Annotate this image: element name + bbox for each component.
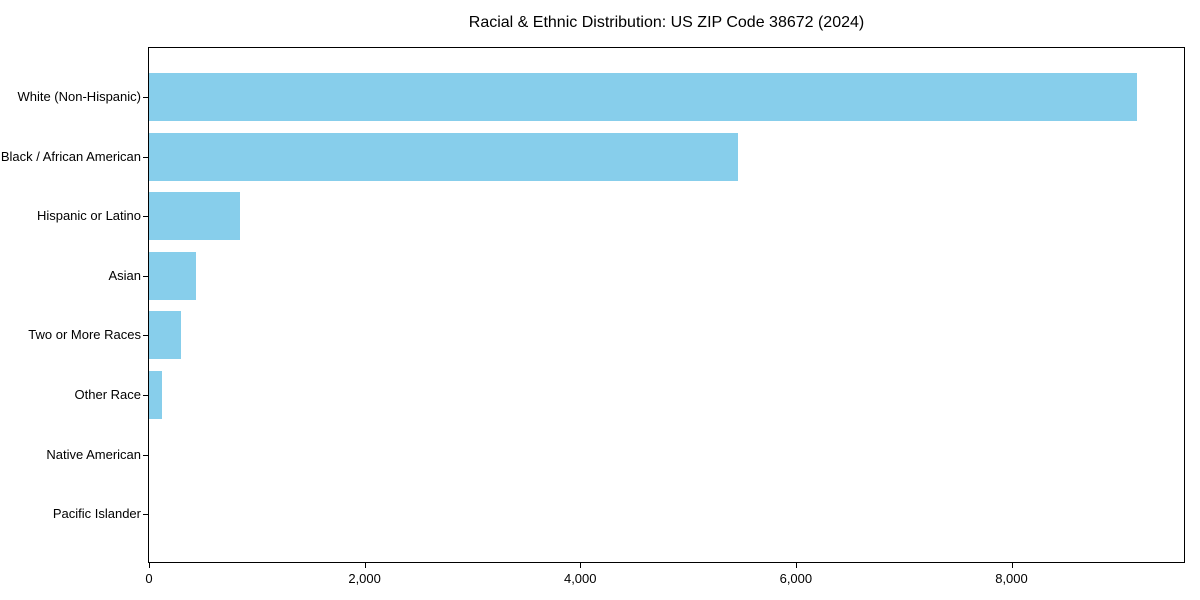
y-tick-mark <box>143 97 148 98</box>
x-tick-label: 6,000 <box>779 571 813 586</box>
y-tick-label: Black / African American <box>0 148 141 164</box>
x-tick-label: 0 <box>145 571 153 586</box>
y-tick-mark <box>143 216 148 218</box>
y-tick-label: Other Race <box>74 387 141 402</box>
x-tick-label: 8,000 <box>995 571 1028 586</box>
y-tick-label: White (Non-Hispanic) <box>17 89 141 104</box>
chart-title: Racial & Ethnic Distribution: US ZIP Cod… <box>468 14 865 31</box>
y-tick-label: Pacific Islander <box>52 506 141 522</box>
plot-area <box>148 47 1185 563</box>
x-tick-mark <box>364 563 366 568</box>
y-tick-label: Native American <box>46 446 141 462</box>
bar <box>149 192 240 241</box>
y-tick-mark <box>143 395 148 396</box>
x-tick-mark <box>580 563 582 568</box>
bar <box>149 371 163 419</box>
x-tick-label: 2,000 <box>348 571 381 586</box>
bar <box>149 251 196 300</box>
bar <box>149 73 1137 121</box>
y-tick-mark <box>143 275 148 277</box>
x-tick-mark <box>795 563 797 568</box>
y-tick-mark <box>143 454 148 456</box>
bar <box>149 132 739 181</box>
y-tick-mark <box>143 156 148 158</box>
x-tick-mark <box>1011 563 1013 568</box>
x-tick-mark <box>149 563 150 568</box>
y-tick-label: Two or More Races <box>28 327 141 343</box>
bar <box>149 311 181 360</box>
y-tick-mark <box>143 335 148 337</box>
y-tick-label: Asian <box>108 267 141 283</box>
y-tick-label: Hispanic or Latino <box>36 208 141 224</box>
y-tick-mark <box>143 514 148 516</box>
x-tick-label: 4,000 <box>563 571 597 586</box>
